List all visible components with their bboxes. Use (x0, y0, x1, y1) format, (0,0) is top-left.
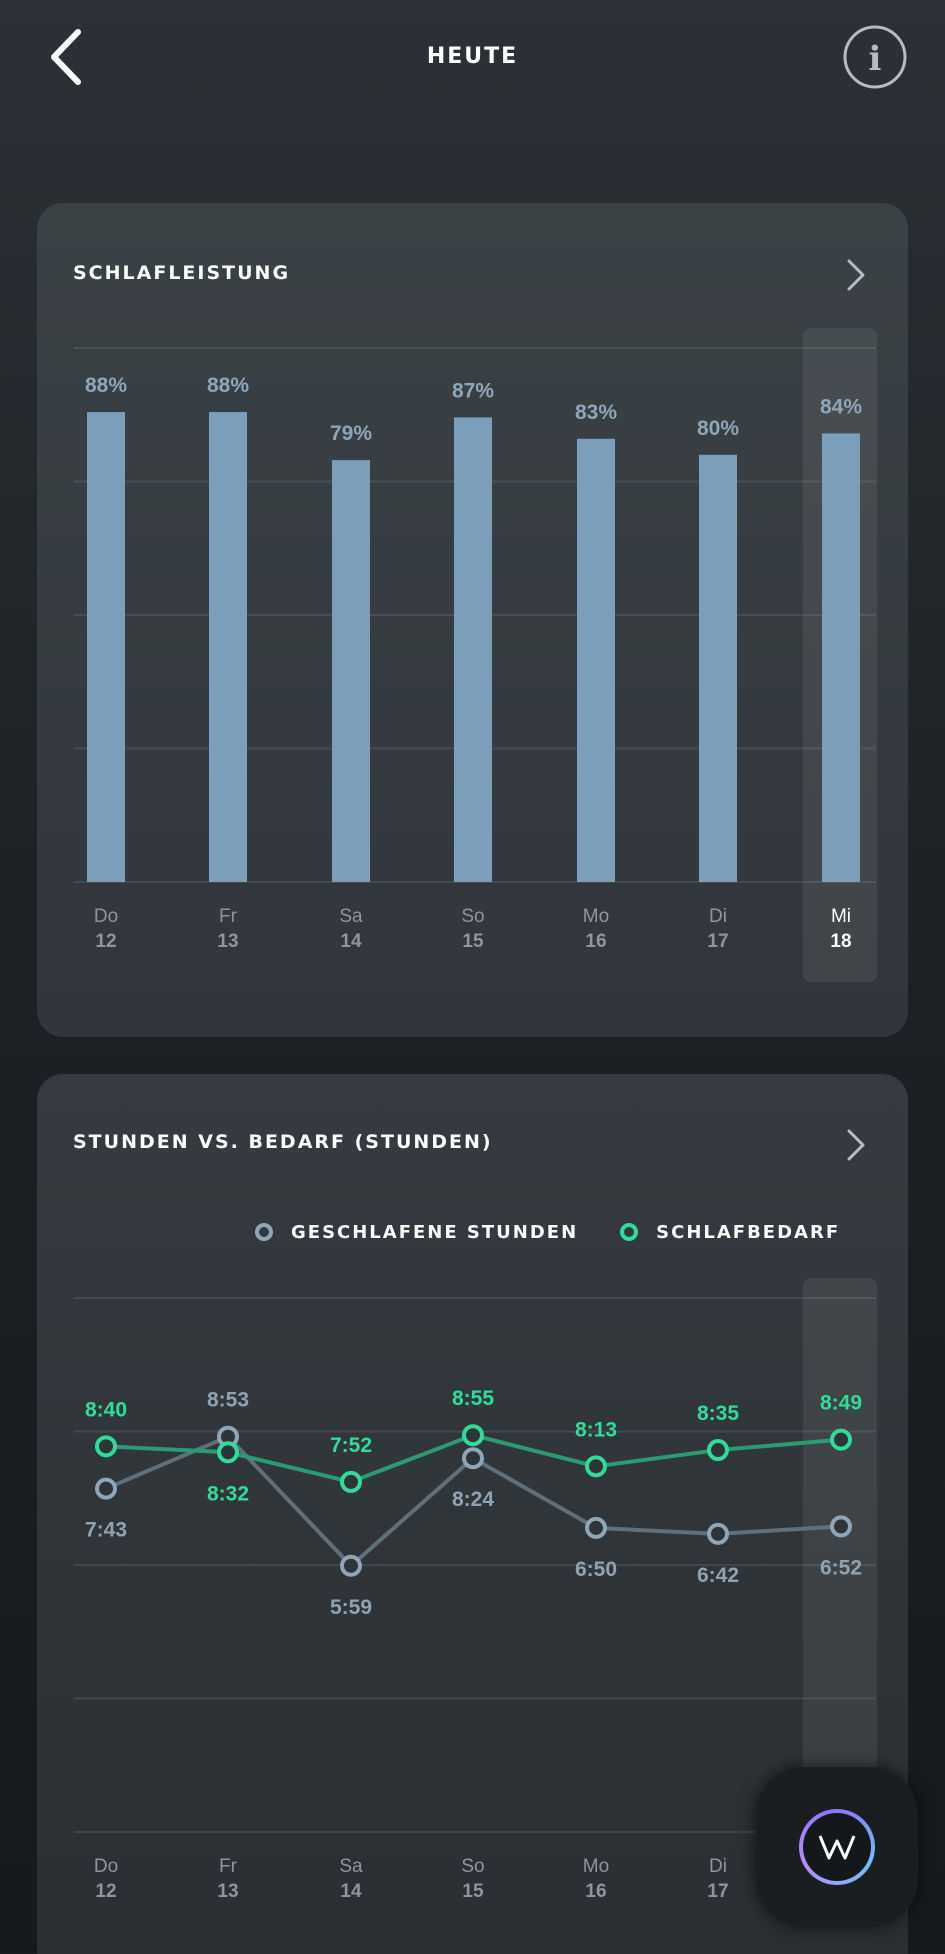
data-label-need: 8:35 (697, 1402, 739, 1425)
bar (699, 454, 737, 882)
tick-label-date: 15 (462, 1881, 484, 1902)
data-point-slept (830, 1515, 852, 1538)
tick-label-date: 17 (707, 1881, 728, 1902)
legend-item-slept: GESCHLAFENE STUNDEN (255, 1222, 578, 1243)
tick-label-date: 16 (585, 1881, 606, 1902)
card-title: STUNDEN VS. BEDARF (STUNDEN) (73, 1131, 493, 1153)
data-label-need: 7:52 (330, 1434, 372, 1457)
tick-label-date: 12 (95, 1881, 116, 1902)
assistant-ring (799, 1809, 875, 1885)
chevron-right-icon[interactable] (845, 1128, 867, 1162)
bar-value-label: 80% (697, 417, 739, 440)
bar (822, 433, 860, 882)
data-point-slept (462, 1447, 484, 1470)
tick-label-day: Mi (831, 906, 851, 927)
data-point-need (707, 1439, 729, 1462)
data-label-slept: 8:53 (207, 1389, 249, 1412)
bar (209, 412, 247, 882)
bar-value-label: 79% (330, 422, 372, 445)
data-label-slept: 6:50 (575, 1558, 617, 1581)
legend-dot-need (620, 1223, 639, 1241)
data-label-need: 8:55 (452, 1387, 494, 1410)
data-point-need (830, 1428, 852, 1451)
chevron-right-icon[interactable] (845, 258, 867, 292)
data-label-need: 8:49 (820, 1392, 862, 1415)
tick-label-day: Di (709, 906, 727, 927)
bar-value-label: 84% (820, 395, 862, 418)
bar-value-label: 87% (452, 379, 494, 402)
tick-label-date: 15 (462, 931, 484, 952)
data-label-need: 8:40 (85, 1398, 127, 1421)
bar (87, 412, 125, 882)
tick-label-day: Mo (583, 906, 609, 927)
data-point-need (585, 1455, 607, 1478)
assistant-button[interactable] (756, 1767, 918, 1927)
data-label-slept: 5:59 (330, 1596, 372, 1619)
data-label-need: 8:32 (207, 1482, 249, 1505)
data-point-slept (707, 1522, 729, 1545)
data-label-need: 8:13 (575, 1418, 617, 1441)
data-point-slept (585, 1516, 607, 1539)
tick-label-date: 13 (217, 1881, 238, 1902)
highlight-column (803, 1278, 877, 1878)
tick-label-day: Do (94, 1856, 118, 1877)
legend-label: SCHLAFBEDARF (656, 1221, 841, 1243)
data-point-slept (95, 1477, 117, 1500)
card-title: SCHLAFLEISTUNG (73, 262, 291, 284)
tick-label-date: 12 (95, 931, 116, 952)
chevron-left-icon[interactable] (44, 26, 92, 88)
data-label-slept: 7:43 (85, 1519, 127, 1542)
chart-legend: GESCHLAFENE STUNDEN SCHLAFBEDARF (255, 1217, 882, 1247)
data-point-slept (340, 1554, 362, 1577)
tick-label-date: 14 (340, 1881, 362, 1902)
legend-label: GESCHLAFENE STUNDEN (291, 1221, 579, 1243)
bar (454, 417, 492, 882)
data-point-need (217, 1441, 239, 1464)
assistant-inner (803, 1813, 871, 1881)
tick-label-day: So (461, 1856, 484, 1877)
tick-label-day: Sa (339, 906, 363, 927)
data-label-slept: 6:42 (697, 1564, 739, 1587)
data-point-need (95, 1435, 117, 1458)
tick-label-day: Sa (339, 1856, 363, 1877)
tick-label-day: Di (709, 1856, 727, 1877)
tick-label-date: 18 (830, 931, 851, 952)
bar-value-label: 88% (85, 374, 127, 397)
header: HEUTE i (0, 0, 945, 115)
tick-label-day: So (461, 906, 484, 927)
tick-label-date: 16 (585, 931, 606, 952)
data-point-need (462, 1424, 484, 1447)
tick-label-date: 13 (217, 931, 238, 952)
data-label-slept: 8:24 (452, 1488, 494, 1511)
page-title: HEUTE (426, 44, 519, 69)
tick-label-date: 17 (707, 931, 728, 952)
bar (332, 460, 370, 882)
info-icon[interactable]: i (842, 24, 908, 90)
bar-value-label: 88% (207, 374, 249, 397)
bar-value-label: 83% (575, 401, 617, 424)
data-point-need (340, 1470, 362, 1493)
whoop-logo-icon (818, 1835, 856, 1860)
tick-label-day: Mo (583, 1856, 609, 1877)
tick-label-day: Fr (219, 906, 238, 927)
legend-item-need: SCHLAFBEDARF (620, 1222, 840, 1243)
tick-label-day: Do (94, 906, 118, 927)
legend-dot-slept (255, 1223, 273, 1241)
data-label-slept: 6:52 (820, 1556, 862, 1579)
svg-text:i: i (869, 39, 882, 79)
tick-label-date: 14 (340, 931, 362, 952)
bar (577, 438, 615, 882)
tick-label-day: Fr (219, 1856, 238, 1877)
